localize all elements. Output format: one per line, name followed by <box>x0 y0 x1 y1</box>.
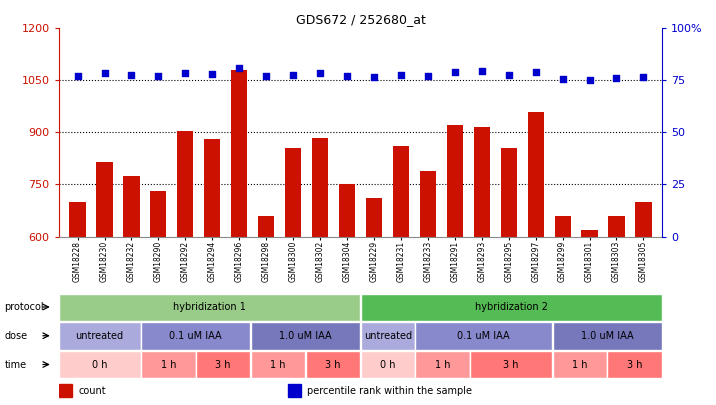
Text: 0 h: 0 h <box>92 360 107 370</box>
Bar <box>393 146 409 237</box>
Point <box>476 68 488 74</box>
Bar <box>635 202 652 237</box>
Text: percentile rank within the sample: percentile rank within the sample <box>307 386 473 396</box>
Point <box>530 69 541 76</box>
Point <box>611 75 622 81</box>
Text: untreated: untreated <box>76 331 124 341</box>
Text: 0.1 uM IAA: 0.1 uM IAA <box>458 331 510 341</box>
Text: protocol: protocol <box>4 302 44 312</box>
Text: 0 h: 0 h <box>380 360 395 370</box>
Bar <box>258 216 274 237</box>
Point <box>368 74 379 80</box>
Text: 1 h: 1 h <box>572 360 588 370</box>
Bar <box>420 171 436 237</box>
Text: 3 h: 3 h <box>325 360 341 370</box>
Text: count: count <box>78 386 106 396</box>
Text: 1 h: 1 h <box>270 360 286 370</box>
Point <box>126 72 137 79</box>
Point <box>422 72 434 79</box>
Text: 3 h: 3 h <box>503 360 519 370</box>
Text: hybridization 2: hybridization 2 <box>475 302 548 312</box>
Bar <box>69 202 86 237</box>
Bar <box>474 127 490 237</box>
Point <box>153 72 164 79</box>
Bar <box>366 198 382 237</box>
Point <box>99 70 110 77</box>
Text: 1.0 uM IAA: 1.0 uM IAA <box>279 331 332 341</box>
Text: 1 h: 1 h <box>160 360 176 370</box>
Point <box>342 72 353 79</box>
Title: GDS672 / 252680_at: GDS672 / 252680_at <box>296 13 425 26</box>
Point <box>503 72 514 78</box>
Point <box>207 71 218 78</box>
Point <box>449 69 460 76</box>
Bar <box>554 216 571 237</box>
Point <box>395 72 407 78</box>
Point <box>314 70 326 77</box>
Bar <box>150 192 167 237</box>
Bar <box>288 384 301 397</box>
Bar <box>178 131 193 237</box>
Bar <box>59 384 72 397</box>
Point <box>287 72 299 78</box>
Bar <box>312 138 328 237</box>
Point <box>557 75 569 82</box>
Text: untreated: untreated <box>364 331 412 341</box>
Point <box>72 72 83 79</box>
Bar <box>447 126 463 237</box>
Text: 0.1 uM IAA: 0.1 uM IAA <box>170 331 222 341</box>
Bar <box>204 139 221 237</box>
Text: time: time <box>4 360 26 369</box>
Text: 3 h: 3 h <box>627 360 642 370</box>
Point <box>180 70 191 76</box>
Point <box>638 74 649 80</box>
Text: 3 h: 3 h <box>216 360 231 370</box>
Text: 1.0 uM IAA: 1.0 uM IAA <box>581 331 634 341</box>
Bar <box>123 176 140 237</box>
Bar <box>500 148 517 237</box>
Bar <box>339 184 355 237</box>
Bar <box>285 148 301 237</box>
Text: dose: dose <box>4 331 28 341</box>
Text: 1 h: 1 h <box>435 360 450 370</box>
Bar <box>528 112 543 237</box>
Bar <box>581 230 598 237</box>
Point <box>584 77 595 83</box>
Point <box>233 65 245 72</box>
Bar <box>231 70 247 237</box>
Bar <box>97 162 112 237</box>
Bar <box>609 216 624 237</box>
Point <box>261 72 272 79</box>
Text: hybridization 1: hybridization 1 <box>173 302 246 312</box>
